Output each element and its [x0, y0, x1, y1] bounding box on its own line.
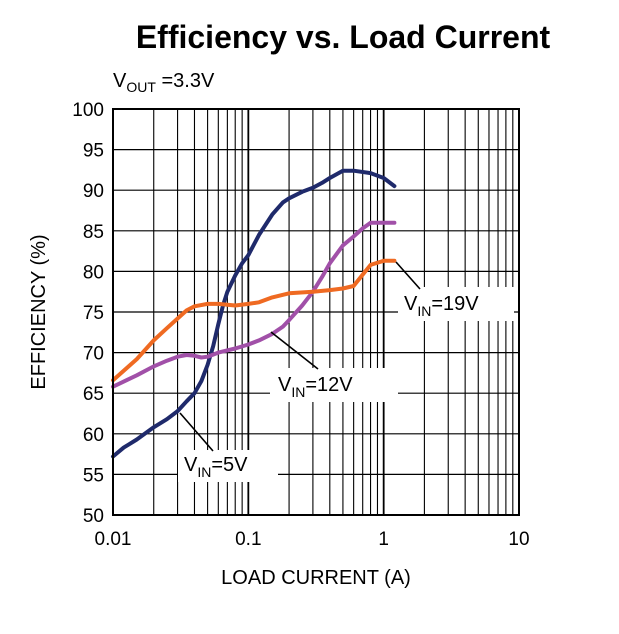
- y-tick-label: 70: [83, 344, 104, 365]
- y-tick-label: 80: [83, 262, 104, 283]
- series-label-text: VIN=12V: [278, 374, 353, 400]
- y-axis-label: EFFICIENCY (%): [28, 234, 50, 389]
- x-axis-label: LOAD CURRENT (A): [221, 567, 411, 589]
- series-line: [111, 258, 397, 383]
- y-tick-label: 65: [83, 384, 104, 405]
- x-tick-label: 0.1: [235, 529, 261, 550]
- y-tick-label: 55: [83, 465, 104, 486]
- series-labels: VIN=5V VIN=12V VIN=19V: [178, 261, 514, 482]
- label-leader-line: [179, 412, 214, 452]
- x-tick-label: 1: [378, 529, 389, 550]
- series-label-text: VIN=19V: [404, 293, 479, 319]
- series-line: [111, 220, 397, 389]
- y-tick-label: 50: [83, 506, 104, 527]
- x-tick-label: 0.01: [95, 529, 132, 550]
- series-label: VIN=5V: [178, 412, 278, 482]
- series-label-text: VIN=5V: [184, 454, 248, 480]
- chart-title: Efficiency vs. Load Current: [136, 19, 551, 55]
- label-leader-line: [395, 261, 421, 290]
- series-lines: [111, 168, 397, 459]
- plot-frame: [112, 108, 520, 516]
- label-leader-line: [270, 331, 319, 370]
- series-line: [111, 168, 397, 459]
- y-tick-label: 75: [83, 303, 104, 324]
- x-tick-label: 10: [508, 529, 529, 550]
- chart-subtitle: VOUT =3.3V: [113, 70, 215, 95]
- tick-labels: 50 55 60 65 70 75 80 85 90 95 100 0.01 0.1 1 10: [72, 100, 529, 550]
- y-tick-label: 95: [83, 141, 104, 162]
- y-tick-label: 85: [83, 222, 104, 243]
- series-label: VIN=19V: [395, 261, 514, 321]
- y-tick-label: 90: [83, 181, 104, 202]
- y-tick-label: 60: [83, 425, 104, 446]
- y-tick-label: 100: [72, 100, 104, 121]
- series-label: VIN=12V: [270, 331, 398, 402]
